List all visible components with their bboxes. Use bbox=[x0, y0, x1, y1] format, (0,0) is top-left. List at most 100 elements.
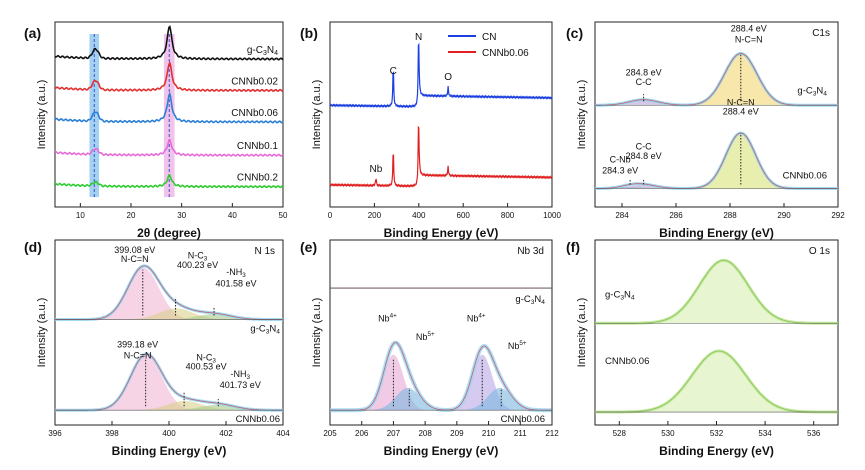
plot-frame bbox=[329, 21, 553, 208]
peak-annotation-Nb: Nb bbox=[370, 164, 383, 175]
sample-label: CNNb0.06 bbox=[501, 414, 545, 425]
peak-name-label: C-C bbox=[636, 77, 652, 87]
peak-name-label-part: 3 bbox=[212, 357, 216, 364]
panel-c-fit: 284 286 288 290 292 Binding Energy (eV) Intens… bbox=[566, 21, 845, 240]
peak-name-label-part: Nb bbox=[508, 341, 520, 351]
peak-annotation-N: N bbox=[415, 32, 422, 43]
peak-name-label-part: 3 bbox=[204, 256, 208, 263]
peak-name-label: Nb4+ bbox=[378, 312, 397, 323]
peak-name-label: N-C=N bbox=[121, 254, 149, 264]
panel-f-fit: 528 530 532 534 536 Binding Energy (eV) Intens… bbox=[566, 239, 839, 458]
panel-a-xrd: 10 20 30 40 50 2θ (degree) Intensity (a.u.) (a)… bbox=[24, 21, 288, 240]
fit-component bbox=[330, 388, 552, 411]
peak-name-label-part: 5+ bbox=[427, 331, 435, 338]
fit-envelope bbox=[330, 342, 552, 411]
sample-label: g-C3N4 bbox=[797, 85, 827, 97]
plot-frame bbox=[594, 21, 839, 208]
x-tick-label: 396 bbox=[48, 429, 62, 438]
sample-label: g-C3N4 bbox=[515, 294, 545, 306]
series-label-part: CNNb0.2 bbox=[237, 173, 279, 184]
x-tick-label: 530 bbox=[661, 429, 675, 438]
plot-frame bbox=[54, 21, 284, 208]
peak-name-label: Nb4+ bbox=[467, 312, 486, 323]
series-line-CNNb0.06 bbox=[54, 91, 284, 124]
sample-label: CNNb0.06 bbox=[236, 414, 280, 425]
panel-title: O 1s bbox=[809, 246, 830, 257]
y-axis-label: Intensity (a.u.) bbox=[576, 298, 588, 368]
panel-label: (c) bbox=[566, 25, 583, 41]
series-label: g-C3N4 bbox=[247, 45, 278, 57]
sample-label-part: N bbox=[624, 289, 631, 300]
x-tick-label: 400 bbox=[412, 211, 426, 220]
raw-data-curve bbox=[330, 340, 552, 413]
peak-value-label: 399.08 eV bbox=[114, 245, 155, 255]
legend-label: CN bbox=[482, 32, 496, 43]
fit-component bbox=[330, 354, 552, 411]
x-tick-label: 600 bbox=[457, 211, 471, 220]
x-tick-label: 532 bbox=[710, 429, 724, 438]
x-tick-label: 208 bbox=[418, 429, 432, 438]
series-label-part: N bbox=[267, 45, 274, 56]
panel-title: C1s bbox=[812, 28, 830, 39]
x-axis-label: Binding Energy (eV) bbox=[659, 226, 774, 240]
series-line-CNNb0.2 bbox=[54, 174, 283, 189]
peak-name-label: -NH3 bbox=[231, 369, 251, 381]
sample-label-part: N bbox=[816, 85, 823, 96]
sample-label-part: 3 bbox=[531, 299, 535, 306]
peak-name-label-part: 4+ bbox=[390, 312, 398, 319]
peak-name-label: C-C bbox=[636, 142, 652, 152]
sample-label-part: g-C bbox=[515, 294, 530, 305]
sample-label-part: 4 bbox=[631, 294, 635, 301]
panel-label: (e) bbox=[300, 239, 317, 255]
series-line-CNNb0.02 bbox=[54, 61, 284, 92]
y-axis-label: Intensity (a.u.) bbox=[311, 80, 323, 150]
sample-label-part: 3 bbox=[620, 294, 624, 301]
peak-value-label: 399.18 eV bbox=[117, 339, 158, 349]
peak-value-label: 400.23 eV bbox=[177, 260, 218, 270]
x-axis-label: Binding Energy (eV) bbox=[112, 444, 227, 458]
peak-annotation-C: C bbox=[390, 66, 397, 77]
panel-b-survey: 0 200 400 600 800 1000 Binding Energy (eV) Inte… bbox=[300, 21, 561, 240]
peak-name-label: N-C3 bbox=[196, 352, 216, 364]
series-line-g-C3N4 bbox=[54, 25, 284, 61]
sample-label-part: N bbox=[269, 324, 276, 335]
x-axis-label: 2θ (degree) bbox=[137, 226, 201, 240]
panel-title: N 1s bbox=[254, 246, 275, 257]
series-label: CNNb0.2 bbox=[237, 173, 279, 184]
sample-label-part: CNNb0.06 bbox=[783, 171, 827, 182]
peak-name-label: N-C3 bbox=[188, 251, 208, 263]
series-label-part: g-C bbox=[247, 45, 263, 56]
peak-value-label: 401.58 eV bbox=[216, 278, 257, 288]
x-tick-label: 206 bbox=[355, 429, 369, 438]
fit-envelope bbox=[595, 350, 838, 413]
sample-label-part: N bbox=[534, 294, 541, 305]
x-tick-label: 800 bbox=[501, 211, 515, 220]
fit-component bbox=[595, 260, 838, 324]
fit-component bbox=[55, 308, 283, 320]
series-line-CNNb0.1 bbox=[54, 138, 284, 157]
x-tick-label: 205 bbox=[323, 429, 337, 438]
x-tick-label: 402 bbox=[219, 429, 233, 438]
peak-value-label: 288.4 eV bbox=[731, 23, 767, 33]
peak-name-label-part: Nb bbox=[467, 313, 479, 323]
sample-label-part: CNNb0.06 bbox=[236, 414, 280, 425]
sample-label: g-C3N4 bbox=[605, 289, 635, 301]
x-tick-label: 1000 bbox=[543, 211, 561, 220]
panel-label: (d) bbox=[24, 239, 42, 255]
x-tick-label: 210 bbox=[482, 429, 496, 438]
series-label-part: 4 bbox=[274, 50, 278, 57]
peak-value-label: 284.8 eV bbox=[626, 151, 662, 161]
series-line-CNNb0.06 bbox=[329, 125, 553, 189]
x-tick-label: 211 bbox=[514, 429, 527, 438]
sample-label-part: g-C bbox=[605, 289, 620, 300]
series-label: CNNb0.1 bbox=[237, 141, 279, 152]
sample-label-part: CNNb0.06 bbox=[501, 414, 545, 425]
x-tick-label: 50 bbox=[279, 211, 288, 220]
x-tick-label: 20 bbox=[127, 211, 136, 220]
sample-label-part: CNNb0.06 bbox=[605, 356, 649, 367]
x-tick-label: 534 bbox=[758, 429, 772, 438]
panel-label: (a) bbox=[24, 25, 41, 41]
series-label: CNNb0.02 bbox=[231, 76, 278, 87]
panel-title: Nb 3d bbox=[517, 246, 544, 257]
